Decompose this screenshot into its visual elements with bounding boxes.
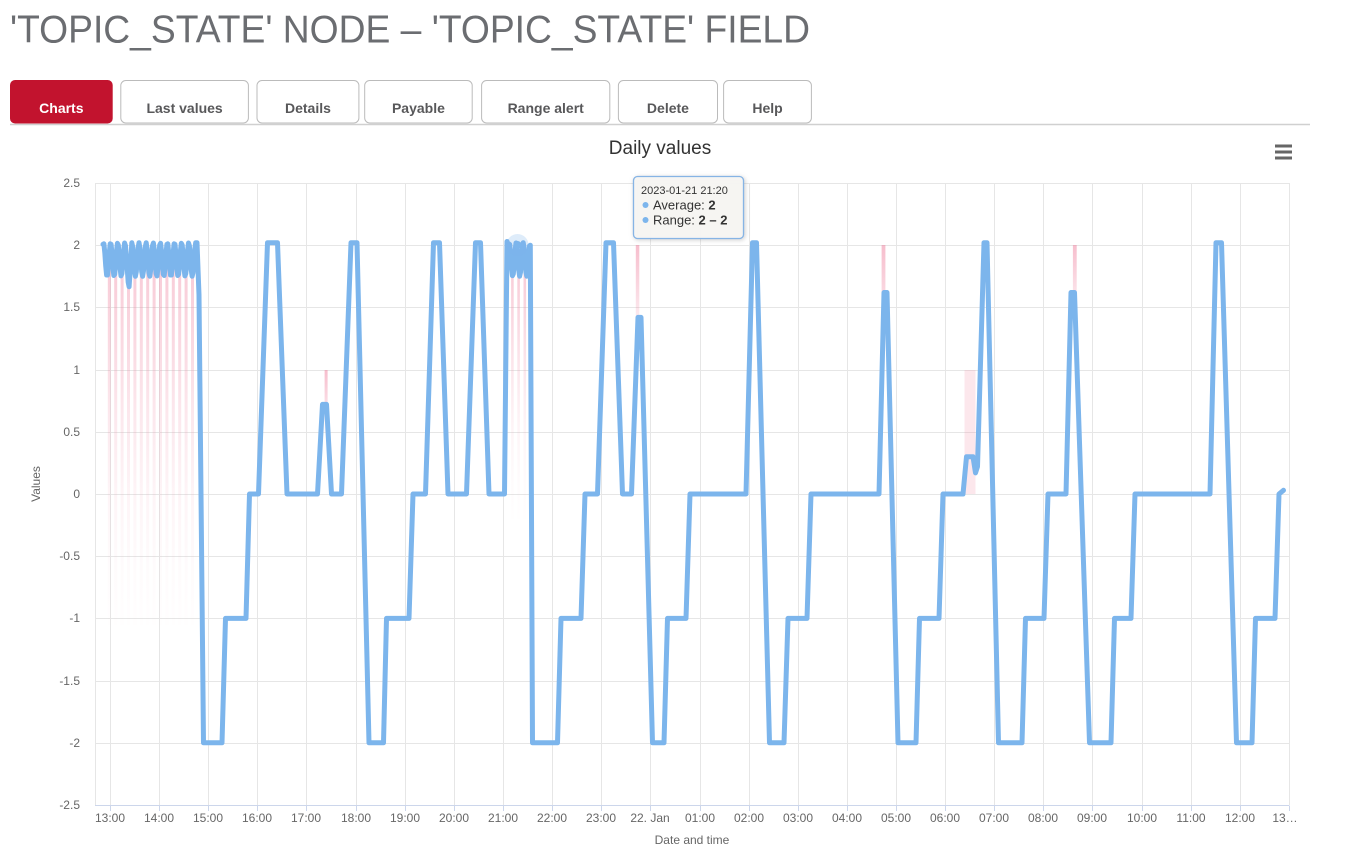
svg-text:03:00: 03:00 [783,811,813,825]
svg-text:04:00: 04:00 [832,811,862,825]
svg-text:0: 0 [73,487,80,501]
svg-text:18:00: 18:00 [341,811,371,825]
svg-text:1.5: 1.5 [63,300,80,314]
svg-text:Range alert: Range alert [508,100,585,116]
svg-text:'TOPIC_STATE' NODE – 'TOPIC_ST: 'TOPIC_STATE' NODE – 'TOPIC_STATE' FIELD [10,9,810,52]
svg-text:13…: 13… [1272,811,1297,825]
svg-text:01:00: 01:00 [685,811,715,825]
svg-text:10:00: 10:00 [1127,811,1157,825]
svg-text:-1: -1 [69,611,80,625]
svg-text:08:00: 08:00 [1028,811,1058,825]
svg-text:23:00: 23:00 [586,811,616,825]
svg-text:06:00: 06:00 [930,811,960,825]
svg-text:Delete: Delete [647,100,689,116]
svg-text:09:00: 09:00 [1077,811,1107,825]
svg-text:11:00: 11:00 [1176,811,1205,825]
svg-text:22. Jan: 22. Jan [630,811,669,825]
svg-text:-0.5: -0.5 [59,549,80,563]
svg-text:15:00: 15:00 [193,811,223,825]
svg-text:13:00: 13:00 [95,811,125,825]
svg-text:Daily values: Daily values [609,138,711,159]
svg-text:19:00: 19:00 [390,811,420,825]
svg-text:14:00: 14:00 [144,811,174,825]
svg-text:Help: Help [752,100,782,116]
svg-text:1: 1 [73,363,80,377]
svg-text:Average: 2: Average: 2 [653,198,716,213]
svg-text:-2: -2 [69,736,80,750]
svg-text:Date and time: Date and time [655,833,730,847]
svg-text:21:00: 21:00 [488,811,518,825]
svg-text:Payable: Payable [392,100,445,116]
svg-text:17:00: 17:00 [291,811,321,825]
svg-text:-1.5: -1.5 [59,674,80,688]
svg-text:0.5: 0.5 [63,425,80,439]
svg-text:2023-01-21 21:20: 2023-01-21 21:20 [641,185,728,197]
svg-text:12:00: 12:00 [1225,811,1255,825]
svg-text:Values: Values [29,466,43,502]
svg-text:16:00: 16:00 [242,811,272,825]
svg-text:2: 2 [73,238,80,252]
svg-text:Charts: Charts [39,100,84,116]
svg-text:Range: 2 – 2: Range: 2 – 2 [653,213,727,228]
svg-text:-2.5: -2.5 [59,798,80,812]
svg-text:Last values: Last values [146,100,222,116]
svg-text:2.5: 2.5 [63,176,80,190]
svg-text:05:00: 05:00 [881,811,911,825]
svg-text:02:00: 02:00 [734,811,764,825]
svg-text:Details: Details [285,100,331,116]
svg-text:07:00: 07:00 [979,811,1009,825]
svg-text:22:00: 22:00 [537,811,567,825]
svg-text:20:00: 20:00 [439,811,469,825]
